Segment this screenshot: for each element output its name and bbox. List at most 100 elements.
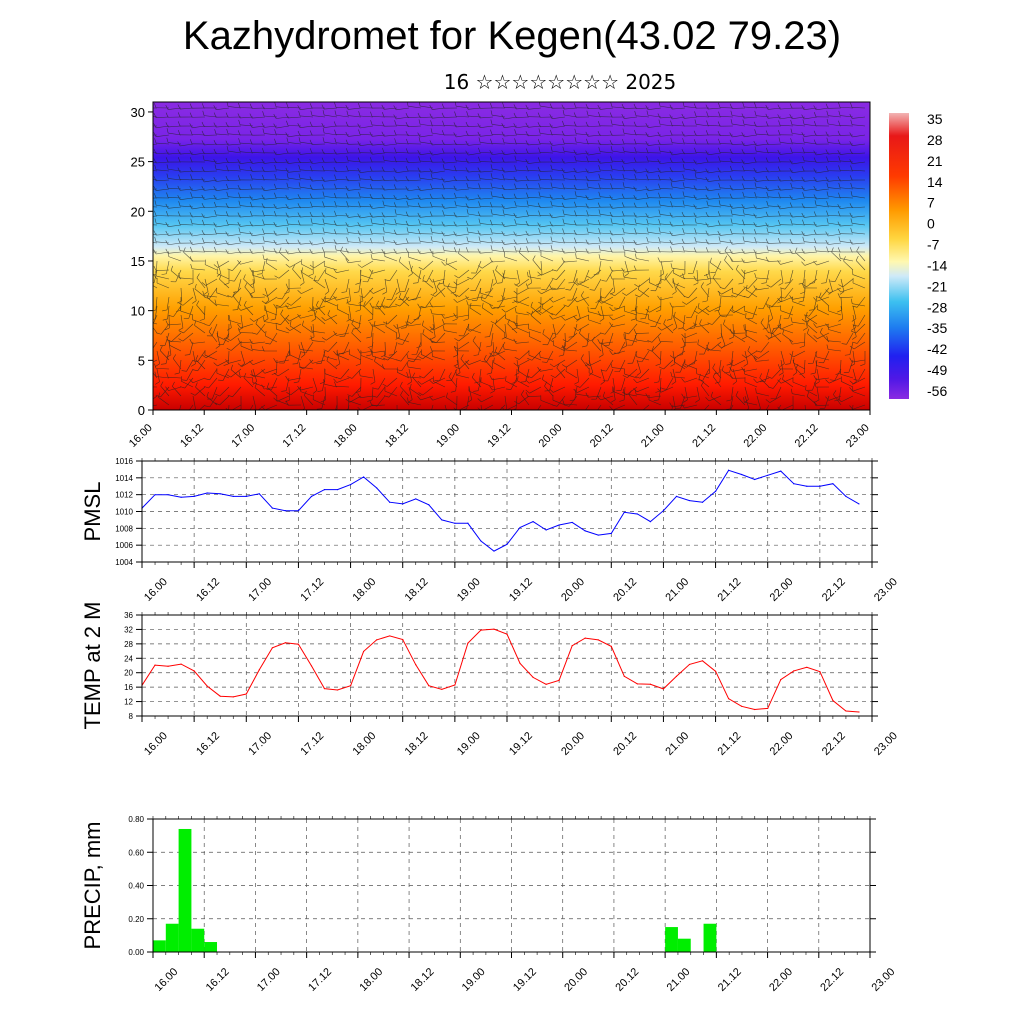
panel-frame [141, 460, 873, 563]
y-tick-label: 0.80 [128, 815, 144, 824]
data-point [219, 695, 221, 697]
colorbar-label: -21 [927, 278, 947, 294]
y-tick-label: 0.20 [128, 915, 144, 924]
x-tick-label: 20.12 [588, 422, 616, 450]
data-point [232, 696, 234, 698]
data-point [584, 530, 586, 532]
data-point [180, 496, 182, 498]
y-tick-label: 36 [124, 611, 133, 620]
data-point [780, 470, 782, 472]
data-point [402, 503, 404, 505]
data-point [845, 710, 847, 712]
data-point [741, 705, 743, 707]
colorbar-label: 14 [927, 174, 943, 190]
x-tick-label: 18.12 [409, 966, 437, 994]
data-point [493, 628, 495, 630]
x-tick-label: 16.12 [194, 576, 222, 604]
x-tick-label: 20.12 [611, 730, 639, 758]
data-point [349, 483, 352, 486]
x-tick-label: 18.00 [351, 576, 379, 604]
data-point [662, 510, 665, 512]
colorbar-label: 7 [927, 195, 935, 211]
x-tick-label: 19.00 [434, 422, 462, 450]
y-tick-label: 10 [131, 304, 145, 319]
precip-bar [191, 928, 205, 952]
data-point [675, 675, 678, 677]
data-point [284, 642, 286, 644]
data-point [636, 683, 638, 685]
series-line [141, 469, 860, 552]
data-point [219, 493, 221, 495]
x-tick-label: 21.00 [639, 422, 667, 450]
data-point [819, 485, 821, 487]
x-tick-label: 18.00 [351, 730, 379, 758]
data-point [336, 489, 339, 491]
data-point [532, 676, 534, 679]
x-tick-label: 19.00 [460, 966, 488, 994]
data-point [519, 526, 521, 529]
x-tick-label: 22.12 [793, 422, 821, 450]
data-point [310, 495, 313, 497]
x-tick-label: 20.00 [537, 422, 565, 450]
temp-panel: 8 12 16 20 24 28 32 36 16.00 16.12 17.00 17.12 18.00… [80, 602, 900, 758]
x-tick-label: 17.12 [281, 422, 309, 450]
data-point [180, 663, 182, 665]
data-point [571, 521, 573, 524]
data-point [806, 485, 808, 487]
data-point [480, 540, 482, 542]
y-tick-label: 0 [138, 403, 145, 418]
data-point [258, 493, 260, 495]
x-tick-label: 19.00 [455, 576, 483, 604]
x-tick-label: 17.12 [298, 576, 326, 604]
data-point [297, 510, 300, 512]
x-tick-label: 18.12 [383, 422, 411, 450]
data-point [467, 522, 469, 524]
precip-bar [677, 938, 691, 952]
data-point [154, 664, 156, 666]
x-tick-label: 22.00 [767, 966, 795, 994]
x-tick-label: 23.00 [872, 730, 900, 758]
data-point [363, 476, 365, 478]
y-tick-label: 15 [131, 254, 145, 269]
data-point [571, 645, 573, 647]
data-point [780, 678, 782, 681]
data-point [167, 665, 169, 667]
x-tick-label: 21.00 [663, 730, 691, 758]
data-point [793, 670, 795, 672]
data-point [258, 669, 260, 671]
y-tick-label: 1010 [115, 508, 133, 517]
y-tick-label: 20 [124, 669, 133, 678]
x-tick-label: 16.12 [204, 966, 232, 994]
x-tick-label: 19.00 [455, 730, 483, 758]
cross-section-panel: 0 5 10 15 20 25 30 16.00 16.12 17.00 17.12 18.00 18.… [127, 101, 872, 450]
x-tick-label: 23.00 [870, 966, 898, 994]
x-tick-label: 22.00 [741, 422, 769, 450]
precip-bar [204, 942, 218, 952]
colorbar-fill [889, 113, 909, 399]
y-tick-label: 0.00 [128, 948, 144, 957]
data-point [454, 684, 456, 686]
data-point [245, 495, 247, 497]
data-point [389, 635, 391, 637]
data-point [506, 633, 508, 635]
x-tick-label: 22.00 [768, 730, 796, 758]
data-point [675, 495, 678, 497]
data-point [832, 483, 834, 485]
data-point [271, 647, 273, 649]
x-tick-label: 17.00 [255, 966, 283, 994]
data-point [206, 685, 208, 687]
data-point [428, 685, 430, 687]
data-point [323, 687, 326, 690]
x-tick-label: 19.12 [485, 422, 513, 450]
y-tick-label: 30 [131, 105, 145, 120]
x-tick-label: 19.12 [507, 576, 535, 604]
x-tick-label: 23.00 [872, 576, 900, 604]
y-axis-title: TEMP at 2 M [80, 602, 105, 730]
data-point [832, 699, 834, 702]
data-point [636, 513, 638, 515]
data-point [649, 521, 651, 523]
data-point [858, 711, 860, 713]
data-point [245, 693, 247, 695]
data-point [310, 665, 313, 667]
